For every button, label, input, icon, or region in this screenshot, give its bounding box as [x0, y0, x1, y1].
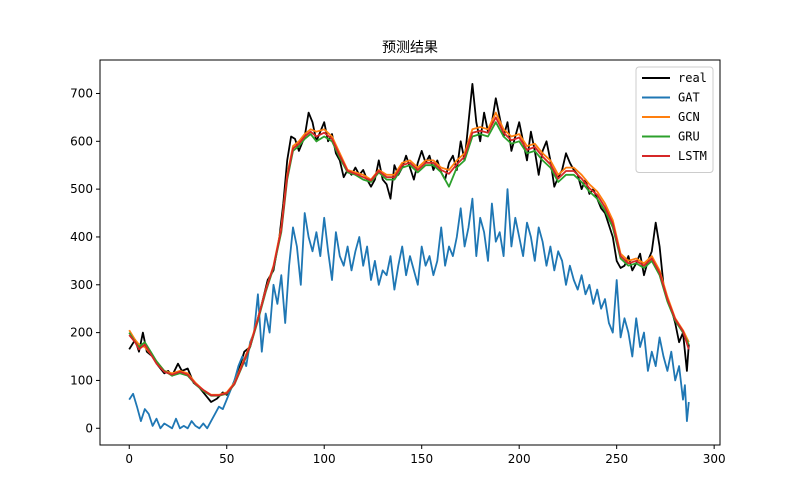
series-layer: [128, 83, 690, 430]
x-tick-label: 200: [508, 452, 531, 466]
y-tick-label: 0: [85, 421, 93, 435]
axes-layer: 0 50 100 150 200 250 300 0 100 200 300 400 500 600 700: [70, 59, 726, 466]
legend: real GAT GCN GRU LSTM: [635, 66, 714, 173]
y-tick-label: 600: [70, 134, 93, 148]
chart-title: 预测结果: [382, 40, 438, 56]
y-tick-label: 400: [70, 230, 93, 244]
y-tick-label: 200: [70, 326, 93, 340]
y-tick-label: 700: [70, 86, 93, 100]
x-tick-label: 50: [219, 452, 234, 466]
series-line-gat: [128, 188, 690, 430]
x-tick-label: 300: [703, 452, 726, 466]
plot-area: [100, 60, 720, 445]
y-tick-label: 300: [70, 278, 93, 292]
legend-label-gat: GAT: [678, 91, 700, 105]
legend-label-lstm: LSTM: [678, 149, 707, 163]
x-tick-label: 150: [410, 452, 433, 466]
x-tick-label: 250: [605, 452, 628, 466]
series-line-lstm: [128, 116, 690, 397]
legend-label-gcn: GCN: [678, 110, 700, 124]
legend-label-gru: GRU: [678, 130, 700, 144]
axes-frame: [99, 59, 721, 446]
y-tick-label: 500: [70, 182, 93, 196]
x-tick-label: 100: [313, 452, 336, 466]
y-tick-label: 100: [70, 373, 93, 387]
x-tick-label: 0: [125, 452, 133, 466]
legend-label-real: real: [678, 71, 707, 85]
legend-box: [635, 66, 714, 173]
